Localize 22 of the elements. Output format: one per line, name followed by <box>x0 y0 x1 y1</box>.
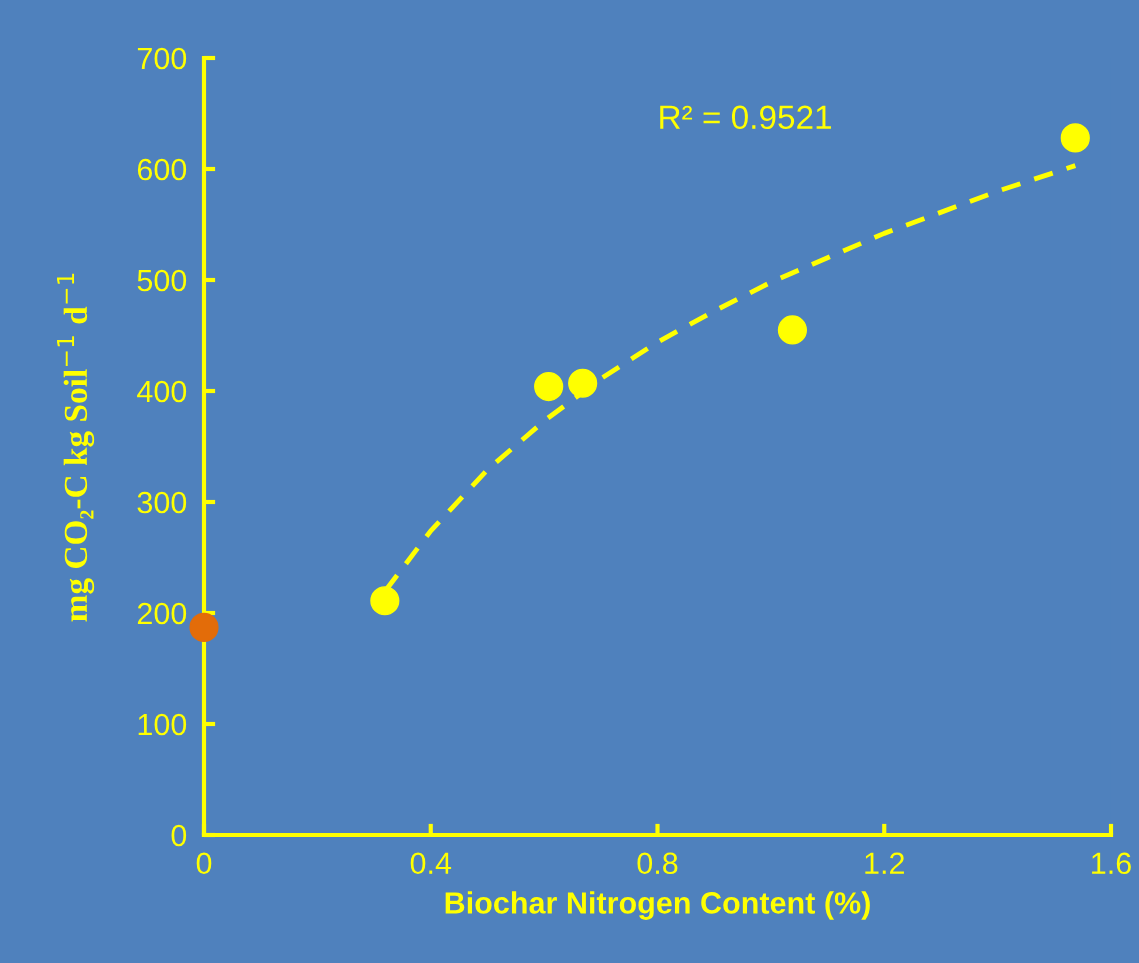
x-tick-label: 0 <box>196 852 212 875</box>
y-tick-label: 700 <box>137 47 187 70</box>
point <box>534 371 564 402</box>
x-axis-title: Biochar Nitrogen Content (%) <box>445 891 870 920</box>
y-tick-label: 500 <box>137 269 187 292</box>
annotation: R² = 0.9521 <box>660 105 831 130</box>
y-tick-label: 0 <box>171 824 187 847</box>
y-tick-label: 300 <box>137 491 187 514</box>
y-tick-label: 600 <box>137 158 187 181</box>
point <box>568 368 598 398</box>
point <box>1060 123 1090 153</box>
x-tick-label: 0.4 <box>410 852 452 875</box>
x-tick-label: 0.8 <box>637 852 678 875</box>
y-tick-label: 100 <box>138 713 187 736</box>
point <box>370 586 400 616</box>
y-axis-title: mg CO₂-C kg Soil$^{−1}$ d$^{−1}$ <box>57 273 95 622</box>
y-tick-label: 400 <box>137 380 187 403</box>
x-tick-label: 1.6 <box>1092 852 1131 875</box>
point <box>189 612 219 643</box>
point <box>777 315 808 345</box>
x-tick-label: 1.2 <box>865 852 904 874</box>
y-tick-label: 200 <box>137 602 187 625</box>
